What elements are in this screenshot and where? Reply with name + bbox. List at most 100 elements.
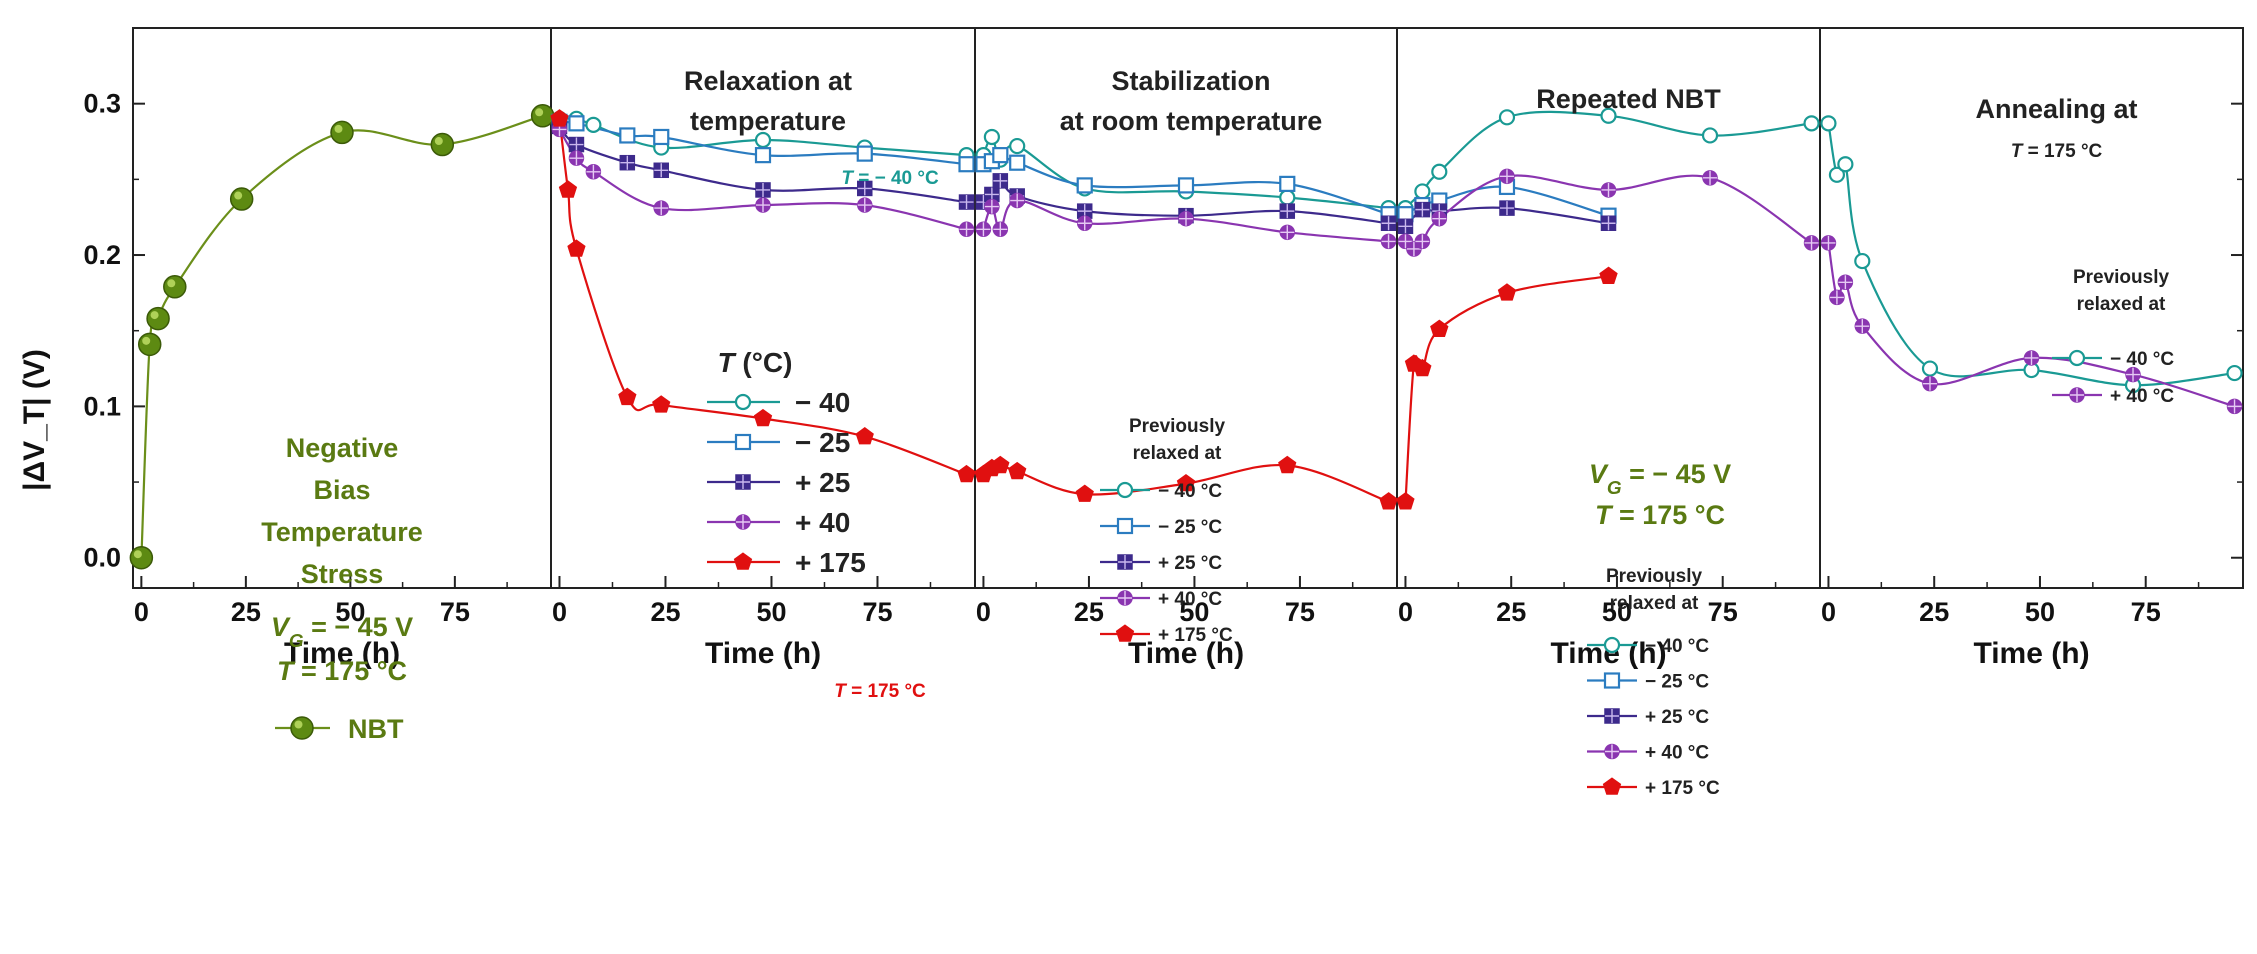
- p2-legend-marker-4: [733, 552, 753, 570]
- p2-series-3-point-6: [958, 221, 975, 238]
- p1-series-0-point-5: [330, 120, 354, 145]
- p3-series-1-point-6: [1279, 175, 1296, 192]
- p4-series-3-point-7: [1803, 235, 1820, 251]
- axis-texts: 0.0 0.1 0.2 0.3 0 25 50 75 Time (h) 0 25 50 75 Time (…: [83, 66, 2160, 670]
- p2-series-1-point-3: [653, 128, 670, 146]
- p2-legend-label-3: + 40: [795, 507, 850, 538]
- p4-legend-marker-3: [1604, 743, 1620, 760]
- p4-title-line1: Repeated NBT: [1536, 84, 1721, 114]
- p3-legend-title-2: relaxed at: [1133, 443, 1222, 464]
- plot-frame: [132, 27, 2244, 589]
- p3-title-line1: Stabilization: [1111, 66, 1270, 96]
- p3-series-4-point-4: [1075, 484, 1094, 502]
- p4-legend-label-0: − 40 °C: [1645, 636, 1709, 657]
- p2-series-3-point-2: [585, 164, 602, 180]
- stress-label-3: Stress: [301, 559, 384, 589]
- p4-series-4-point-3: [1430, 319, 1449, 337]
- p3-series-1-point-3: [1009, 154, 1026, 171]
- p5-x-tick-label-2: 50: [2025, 597, 2055, 627]
- p3-x-tick-label-2: 50: [1179, 597, 1209, 627]
- p2-legend-label-2: + 25: [795, 467, 850, 498]
- p3-title-line2: at room temperature: [1060, 106, 1323, 136]
- p3-series-4-point-3: [1008, 461, 1027, 480]
- p3-series-1-point-5: [1177, 177, 1195, 194]
- p2-series-3-point-1: [568, 150, 585, 166]
- p2-series-4-point-1: [558, 180, 578, 198]
- p3-series-0-point-1: [983, 128, 1000, 146]
- p2-annot-t175: T = 175 °C: [834, 681, 926, 702]
- p2-legend-title: T (°C): [718, 347, 793, 378]
- p3-legend-label-2: + 25 °C: [1158, 553, 1222, 574]
- p1-vg-label: VG = − 45 V: [271, 612, 413, 652]
- p1-x-tick-label-2: 50: [335, 597, 365, 627]
- p3-series-2-point-2: [992, 173, 1009, 189]
- p3-x-axis-label: Time (h): [1128, 637, 1244, 670]
- p2-series-2-point-4: [755, 182, 771, 198]
- p4-series-0-point-4: [1600, 107, 1617, 124]
- p4-series-2-point-4: [1600, 215, 1617, 231]
- p5-x-tick-label-1: 25: [1919, 597, 1949, 627]
- p3-series-2-point-7: [1380, 215, 1397, 231]
- p3-legend-label-1: − 25 °C: [1158, 517, 1222, 538]
- stress-label-0: Negative: [286, 433, 399, 463]
- p3-x-tick-label-3: 75: [1285, 597, 1315, 627]
- p3-series-0-point-3: [1009, 137, 1026, 155]
- p2-series-1-point-2: [619, 127, 636, 144]
- p2-x-axis-label: Time (h): [705, 637, 821, 670]
- p5-series-1-point-6: [2125, 366, 2141, 383]
- p2-x-tick-label-2: 50: [756, 597, 786, 627]
- p5-x-axis-label: Time (h): [1973, 637, 2089, 670]
- p1-series-0-point-7: [530, 104, 555, 128]
- p3-series-3-point-3: [1009, 192, 1025, 209]
- p2-legend-marker-3: [735, 514, 751, 530]
- p1-x-tick-label-1: 25: [231, 597, 261, 627]
- p1-legend-label: NBT: [348, 714, 404, 744]
- p1-series-0-point-4: [229, 187, 254, 211]
- p2-series-4-point-3: [618, 387, 637, 406]
- p1-legend-marker: [290, 716, 314, 740]
- p3-series-4-point-2: [991, 455, 1010, 474]
- p3-x-tick-label-0: 0: [976, 597, 991, 627]
- p4-series-2-point-0: [1397, 218, 1414, 235]
- p2-legend-label-0: − 40: [795, 387, 850, 418]
- p2-series-4-point-5: [753, 408, 773, 427]
- p2-legend-marker-0: [734, 393, 752, 411]
- p4-series-0-point-5: [1701, 127, 1719, 144]
- p3-series-3-point-4: [1076, 215, 1093, 231]
- p4-series-3-point-4: [1499, 168, 1515, 185]
- p5-x-tick-label-3: 75: [2131, 597, 2161, 627]
- y-tick-label-1: 0.1: [83, 391, 121, 421]
- p5-legend-marker-1: [2069, 387, 2085, 403]
- p4-series-2-point-3: [1499, 200, 1515, 216]
- p2-annot-t40: T = − 40 °C: [841, 168, 939, 189]
- p3-series-4-point-7: [1379, 492, 1398, 510]
- p5-series-0-point-4: [1921, 360, 1939, 377]
- p5-series-1-point-1: [1829, 289, 1845, 306]
- p3-series-4-point-6: [1278, 455, 1297, 474]
- p3-legend-label-0: − 40 °C: [1158, 481, 1222, 502]
- p3-series-0-point-6: [1279, 189, 1296, 206]
- p1-t-label: T = 175 °C: [277, 656, 407, 686]
- p5-title-line1: Annealing at: [1975, 94, 2137, 124]
- p5-series-1-point-2: [1837, 274, 1854, 291]
- p3-legend-marker-4: [1115, 624, 1135, 642]
- p2-series-3-point-5: [857, 197, 873, 213]
- p2-x-tick-label-1: 25: [650, 597, 680, 627]
- p1-series-0-point-0: [129, 545, 154, 570]
- p4-legend-label-1: − 25 °C: [1645, 672, 1709, 693]
- p3-series-3-point-2: [992, 221, 1009, 238]
- p1-series-0-point-2: [146, 306, 170, 331]
- p2-legend-label-4: + 175: [795, 547, 866, 578]
- p1-series-0-point-6: [430, 132, 455, 157]
- p1-x-axis-label: Time (h): [284, 637, 400, 670]
- p2-series-4-point-2: [567, 239, 586, 257]
- p4-series-0-point-3: [1498, 109, 1516, 126]
- p5-series-0-point-0: [1820, 115, 1837, 132]
- p2-x-tick-label-0: 0: [552, 597, 567, 627]
- p5-legend-label-0: − 40 °C: [2110, 349, 2174, 370]
- p1-x-tick-label-3: 75: [440, 597, 470, 627]
- p4-series-0-point-2: [1431, 163, 1448, 180]
- p4-series-4-point-4: [1497, 283, 1517, 301]
- p4-x-tick-label-2: 50: [1602, 597, 1632, 627]
